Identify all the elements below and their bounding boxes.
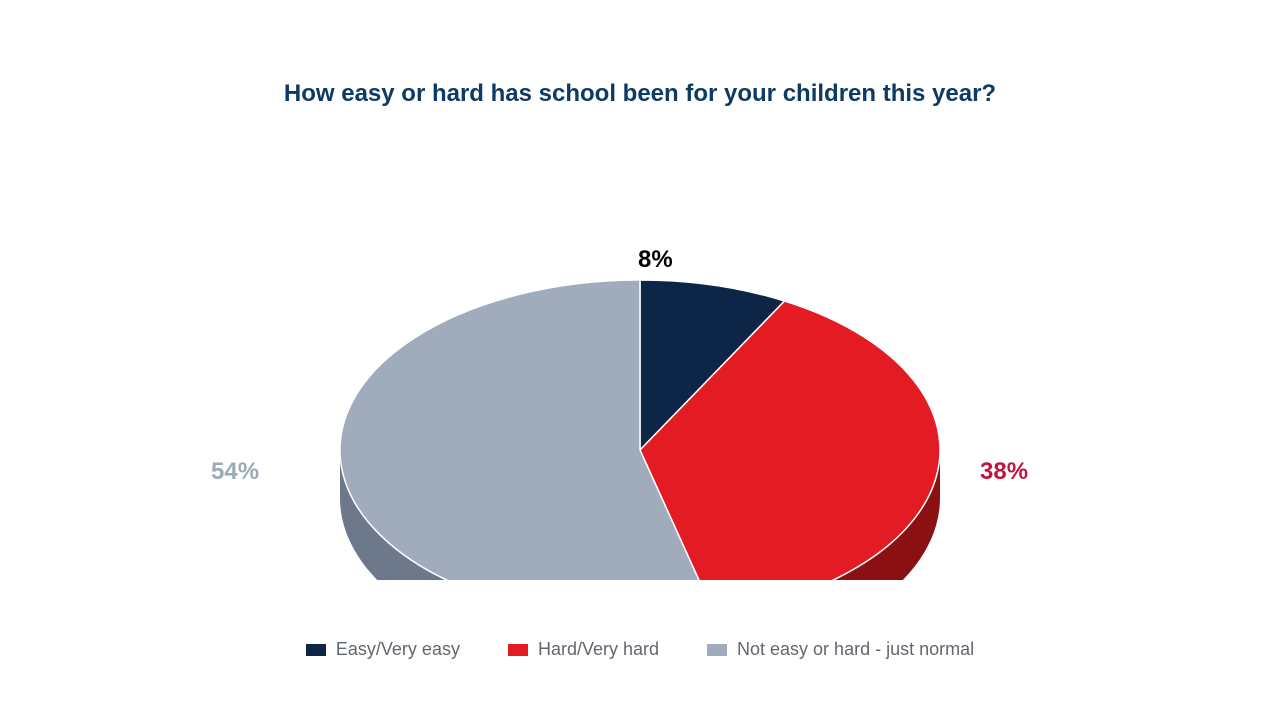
- chart-container: How easy or hard has school been for you…: [0, 0, 1280, 720]
- legend-label-hard: Hard/Very hard: [538, 639, 659, 660]
- data-label-easy: 8%: [638, 246, 673, 274]
- legend-swatch-normal: [707, 644, 727, 656]
- legend-swatch-hard: [508, 644, 528, 656]
- pie-chart: 8% 38% 54%: [0, 120, 1280, 580]
- legend-swatch-easy: [306, 644, 326, 656]
- legend-item-normal: Not easy or hard - just normal: [707, 639, 974, 660]
- pie-svg: [0, 120, 1280, 580]
- legend: Easy/Very easy Hard/Very hard Not easy o…: [0, 639, 1280, 660]
- data-label-hard: 38%: [980, 458, 1028, 486]
- legend-label-easy: Easy/Very easy: [336, 639, 460, 660]
- legend-item-easy: Easy/Very easy: [306, 639, 460, 660]
- chart-title: How easy or hard has school been for you…: [0, 80, 1280, 108]
- legend-label-normal: Not easy or hard - just normal: [737, 639, 974, 660]
- data-label-normal: 54%: [211, 458, 259, 486]
- legend-item-hard: Hard/Very hard: [508, 639, 659, 660]
